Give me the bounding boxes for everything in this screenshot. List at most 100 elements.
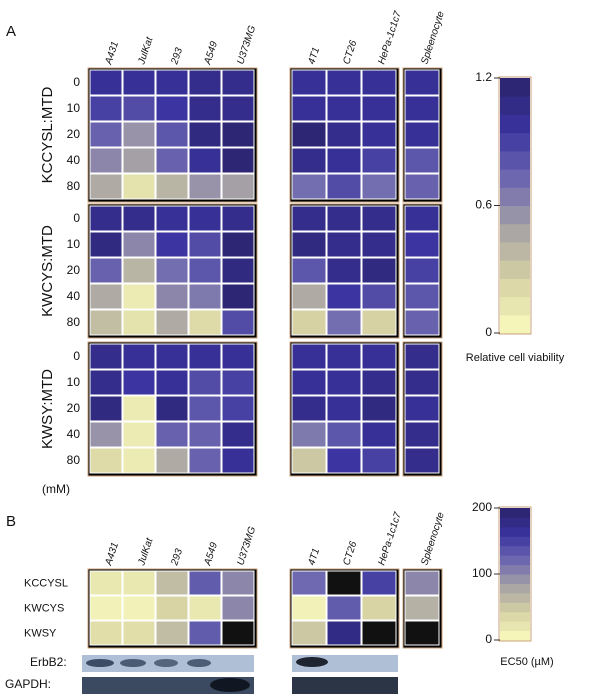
heatmap-cell bbox=[155, 147, 189, 174]
heatmap-cell bbox=[404, 421, 440, 448]
heatmap-cell bbox=[326, 121, 362, 148]
colorbar-band bbox=[500, 526, 530, 537]
heatmap-cell bbox=[326, 95, 362, 122]
column-label: Spleenocyte bbox=[419, 10, 447, 66]
heatmap-cell bbox=[291, 173, 327, 200]
heatmap-cell bbox=[326, 343, 362, 370]
row-label: 10 bbox=[67, 375, 81, 389]
heatmap-cell bbox=[221, 570, 255, 596]
heatmap-cell bbox=[221, 283, 255, 310]
heatmap-cell bbox=[404, 69, 440, 96]
heatmap-cell bbox=[89, 121, 123, 148]
heatmap-cell bbox=[404, 309, 440, 336]
heatmap-cell bbox=[155, 95, 189, 122]
heatmap-cell bbox=[361, 343, 397, 370]
heatmap-cell bbox=[89, 283, 123, 310]
row-label: 80 bbox=[67, 315, 81, 329]
heatmap-cell bbox=[404, 369, 440, 396]
heatmap-cell bbox=[221, 620, 255, 646]
heatmap-cell bbox=[404, 257, 440, 284]
heatmap-cell bbox=[122, 570, 156, 596]
colorbar-band bbox=[500, 296, 530, 316]
colorbar-band bbox=[500, 260, 530, 279]
row-label: KWCYS bbox=[24, 602, 64, 614]
heatmap-cell bbox=[221, 121, 255, 148]
heatmap-cell bbox=[155, 231, 189, 258]
colorbar-band bbox=[500, 114, 530, 134]
heatmap-cell bbox=[361, 121, 397, 148]
column-label: A431 bbox=[103, 40, 121, 67]
heatmap-cell bbox=[221, 69, 255, 96]
column-label: 4T1 bbox=[306, 547, 322, 567]
heatmap-cell bbox=[188, 343, 222, 370]
row-label: 0 bbox=[73, 211, 80, 225]
heatmap-cell bbox=[188, 147, 222, 174]
heatmap-cell bbox=[361, 395, 397, 422]
colorbar-tick-label: 0 bbox=[485, 325, 492, 339]
colorbar-band bbox=[500, 169, 530, 188]
heatmap-cell bbox=[155, 205, 189, 232]
colorbar-band bbox=[500, 241, 530, 261]
heatmap-cell bbox=[361, 369, 397, 396]
heatmap-cell bbox=[89, 147, 123, 174]
heatmap-cell bbox=[155, 369, 189, 396]
heatmap-cell bbox=[122, 421, 156, 448]
colorbar-band bbox=[500, 223, 530, 243]
colorbar-band bbox=[500, 150, 530, 170]
series-name: KCCYSL:MTD bbox=[39, 86, 56, 183]
heatmap-cell bbox=[89, 620, 123, 646]
colorbar-band bbox=[500, 78, 530, 97]
heatmap-cell bbox=[361, 447, 397, 474]
heatmap-cell bbox=[326, 421, 362, 448]
heatmap-cell bbox=[291, 421, 327, 448]
heatmap-cell bbox=[89, 595, 123, 621]
heatmap-cell bbox=[89, 95, 123, 122]
colorbar-band bbox=[500, 592, 530, 603]
colorbar-band bbox=[500, 564, 530, 575]
heatmap-cell bbox=[326, 283, 362, 310]
heatmap-cell bbox=[326, 231, 362, 258]
row-label: 0 bbox=[73, 75, 80, 89]
heatmap-cell bbox=[89, 173, 123, 200]
heatmap-cell bbox=[122, 369, 156, 396]
heatmap-cell bbox=[221, 257, 255, 284]
colorbar-band bbox=[500, 96, 530, 115]
colorbar-band bbox=[500, 611, 530, 622]
heatmap-cell bbox=[89, 570, 123, 596]
row-label: 80 bbox=[67, 179, 81, 193]
heatmap-cell bbox=[188, 69, 222, 96]
heatmap-cell bbox=[89, 309, 123, 336]
heatmap-cell bbox=[291, 620, 327, 646]
panel-label: B bbox=[6, 513, 16, 530]
column-label: Spleenocyte bbox=[419, 511, 447, 567]
heatmap-cell bbox=[155, 595, 189, 621]
heatmap-cell bbox=[326, 257, 362, 284]
heatmap-cell bbox=[291, 283, 327, 310]
heatmap-cell bbox=[326, 447, 362, 474]
heatmap-cell bbox=[89, 231, 123, 258]
heatmap-cell bbox=[221, 173, 255, 200]
panel-label: A bbox=[6, 23, 16, 40]
heatmap-cell bbox=[188, 395, 222, 422]
heatmap-cell bbox=[122, 283, 156, 310]
colorbar-band bbox=[500, 574, 530, 584]
heatmap-cell bbox=[155, 570, 189, 596]
row-label: 20 bbox=[67, 127, 81, 141]
heatmap-cell bbox=[122, 69, 156, 96]
heatmap-cell bbox=[404, 395, 440, 422]
colorbar-band bbox=[500, 536, 530, 547]
heatmap-cell bbox=[404, 447, 440, 474]
heatmap-cell bbox=[188, 570, 222, 596]
heatmap-cell bbox=[361, 69, 397, 96]
heatmap-cell bbox=[326, 205, 362, 232]
heatmap-cell bbox=[291, 69, 327, 96]
heatmap-cell bbox=[361, 95, 397, 122]
heatmap-cell bbox=[404, 283, 440, 310]
column-label: HePa-1c1c7 bbox=[376, 511, 404, 567]
column-label: 293 bbox=[169, 547, 185, 568]
heatmap-cell bbox=[404, 205, 440, 232]
heatmap-cell bbox=[155, 309, 189, 336]
row-label: KWSY bbox=[24, 627, 57, 639]
heatmap-cell bbox=[404, 595, 440, 621]
